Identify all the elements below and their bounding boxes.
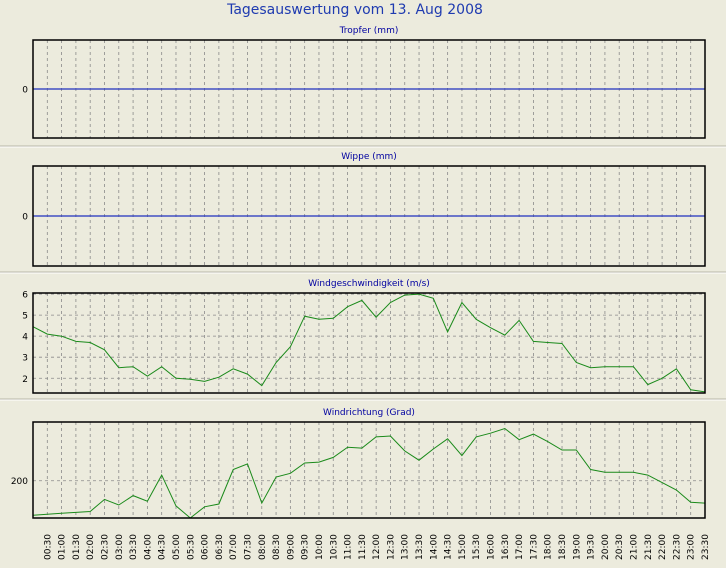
x-tick-label: 18:00 <box>544 534 554 560</box>
panel-title: Wippe (mm) <box>341 152 397 162</box>
x-tick-label: 01:00 <box>58 534 68 560</box>
x-tick-label: 09:00 <box>286 534 296 560</box>
plot-frame <box>32 39 706 139</box>
plot-frame <box>32 165 706 267</box>
x-tick-label: 15:30 <box>472 534 482 560</box>
x-tick-label: 03:00 <box>115 534 125 560</box>
y-tick-label: 3 <box>22 354 28 364</box>
x-tick-label: 06:30 <box>215 534 225 560</box>
panel-title: Windrichtung (Grad) <box>323 408 415 418</box>
x-tick-label: 19:00 <box>572 534 582 560</box>
x-tick-label: 17:30 <box>529 534 539 560</box>
x-tick-label: 05:30 <box>186 534 196 560</box>
x-tick-label: 14:00 <box>429 534 439 560</box>
x-tick-label: 04:00 <box>143 534 153 560</box>
x-tick-label: 22:30 <box>672 534 682 560</box>
x-tick-label: 16:00 <box>487 534 497 560</box>
x-tick-label: 12:00 <box>372 534 382 560</box>
chart-panel-3: Windgeschwindigkeit (m/s) 2 3 4 5 6 <box>0 279 726 401</box>
y-tick-label: 2 <box>22 375 28 385</box>
x-tick-labels: 00:30 01:00 01:30 02:00 02:30 03:00 03:30 04:00… <box>43 534 711 560</box>
panel-title: Windgeschwindigkeit (m/s) <box>308 279 430 289</box>
x-tick-label: 02:00 <box>86 534 96 560</box>
x-tick-label: 15:00 <box>458 534 468 560</box>
x-tick-label: 14:30 <box>444 534 454 560</box>
page-title: Tagesauswertung vom 13. Aug 2008 <box>226 2 483 18</box>
x-tick-label: 23:00 <box>687 534 697 560</box>
x-tick-label: 23:30 <box>701 534 711 560</box>
series-line <box>32 293 706 393</box>
plot-frame <box>32 292 706 394</box>
x-tick-label: 05:00 <box>172 534 182 560</box>
x-tick-label: 20:30 <box>615 534 625 560</box>
x-tick-label: 09:30 <box>301 534 311 560</box>
x-tick-label: 20:00 <box>601 534 611 560</box>
x-tick-label: 21:30 <box>644 534 654 560</box>
y-tick-label: 0 <box>22 213 28 223</box>
chart-panel-2: Wippe (mm) 0 <box>0 152 726 274</box>
chart-panel-1: Tropfer (mm) 0 <box>0 26 726 148</box>
x-tick-label: 10:00 <box>315 534 325 560</box>
y-tick-label: 0 <box>22 86 28 96</box>
x-tick-label: 13:30 <box>415 534 425 560</box>
x-tick-label: 22:00 <box>658 534 668 560</box>
x-tick-label: 00:30 <box>43 534 53 560</box>
x-tick-label: 18:30 <box>558 534 568 560</box>
y-tick-label: 6 <box>22 291 28 301</box>
x-tick-label: 12:30 <box>386 534 396 560</box>
x-tick-label: 08:00 <box>258 534 268 560</box>
x-tick-label: 04:30 <box>158 534 168 560</box>
x-tick-label: 10:30 <box>329 534 339 560</box>
x-tick-label: 13:00 <box>401 534 411 560</box>
x-tick-label: 08:30 <box>272 534 282 560</box>
x-tick-label: 19:30 <box>587 534 597 560</box>
x-tick-label: 01:30 <box>72 534 82 560</box>
x-tick-label: 02:30 <box>101 534 111 560</box>
x-tick-label: 07:00 <box>229 534 239 560</box>
series-line <box>32 427 706 519</box>
y-tick-label: 4 <box>22 333 28 343</box>
x-tick-label: 16:30 <box>501 534 511 560</box>
y-tick-label: 200 <box>11 477 28 487</box>
plot-frame <box>32 421 706 519</box>
chart-panel-4: Windrichtung (Grad) 200 <box>11 408 706 519</box>
x-tick-label: 11:30 <box>358 534 368 560</box>
x-tick-label: 07:30 <box>244 534 254 560</box>
x-tick-label: 06:00 <box>201 534 211 560</box>
x-tick-label: 21:00 <box>630 534 640 560</box>
x-tick-label: 03:30 <box>129 534 139 560</box>
x-tick-label: 17:00 <box>515 534 525 560</box>
y-tick-label: 5 <box>22 312 28 322</box>
panel-title: Tropfer (mm) <box>339 26 399 36</box>
x-tick-label: 11:00 <box>344 534 354 560</box>
